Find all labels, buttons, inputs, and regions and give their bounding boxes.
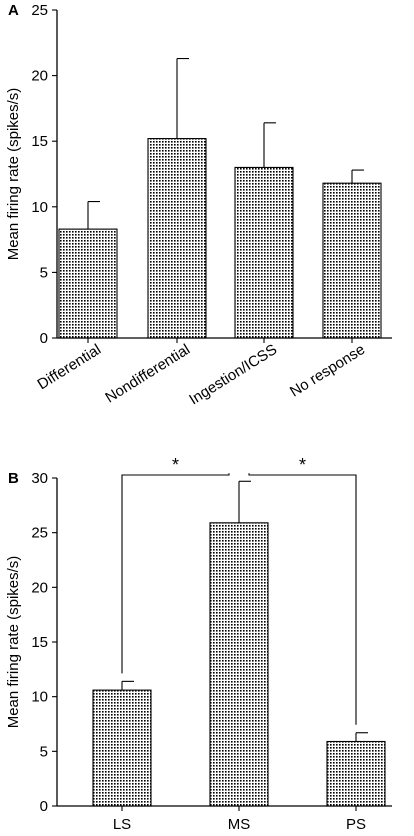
y-tick-label: 25: [31, 525, 48, 542]
significance-bracket: [248, 473, 357, 725]
y-tick-label: 25: [31, 2, 48, 19]
x-tick-label: PS: [346, 816, 366, 833]
x-tick-label: LS: [113, 816, 131, 833]
x-tick-label: Nondifferential: [102, 341, 193, 407]
bar-differential: [58, 228, 118, 339]
y-tick-label: 0: [40, 330, 48, 347]
y-tick-label: 0: [40, 798, 48, 815]
y-tick-label: 20: [31, 68, 48, 85]
x-tick-label: No response: [287, 341, 368, 400]
y-axis-label: Mean firing rate (spikes/s): [5, 88, 22, 261]
y-tick-label: 5: [40, 743, 48, 760]
bar-no-response: [322, 182, 382, 339]
y-tick-label: 15: [31, 634, 48, 651]
panel-a: A 0 5 10 15 20 25 Mean firing rate (spikes/s) Di…: [5, 2, 392, 408]
y-tick-label: 10: [31, 689, 48, 706]
y-tick-label: 10: [31, 199, 48, 216]
bar-ingestion-icss: [234, 166, 294, 339]
panel-b: B 0 5 10 15 20 25 30 Mean firing rate (spikes/s)…: [5, 455, 392, 833]
y-tick-label: 30: [31, 470, 48, 487]
bar-ms: [209, 522, 269, 807]
significance-star: *: [299, 455, 306, 475]
x-tick-label: MS: [228, 816, 251, 833]
x-tick-label: Ingestion/ICSS: [186, 341, 280, 408]
bar-ls: [92, 689, 152, 807]
y-tick-label: 15: [31, 133, 48, 150]
y-axis-label: Mean firing rate (spikes/s): [5, 556, 22, 729]
significance-star: *: [172, 455, 179, 475]
bar-nondifferential: [147, 138, 207, 339]
y-tick-label: 5: [40, 264, 48, 281]
panel-label: A: [8, 2, 19, 19]
x-tick-label: Differential: [35, 341, 105, 393]
significance-bracket: [121, 473, 230, 674]
y-tick-label: 20: [31, 579, 48, 596]
bar-ps: [326, 740, 386, 807]
panel-label: B: [8, 470, 19, 487]
